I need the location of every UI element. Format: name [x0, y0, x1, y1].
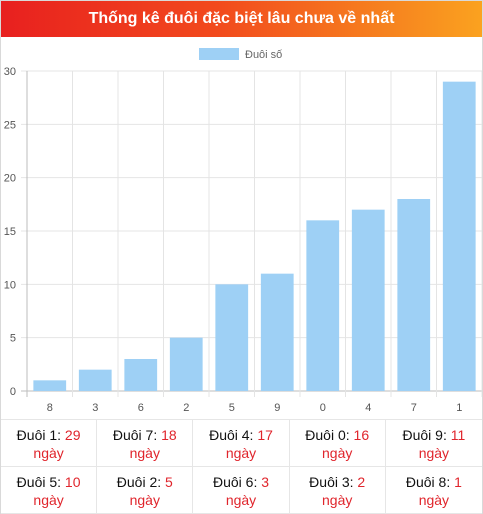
x-tick-label: 7: [411, 402, 417, 414]
stat-label: Đuôi 0:: [305, 427, 350, 443]
stat-label: Đuôi 3:: [309, 474, 354, 490]
stat-label: Đuôi 6:: [212, 474, 258, 490]
x-tick-label: 6: [138, 402, 144, 414]
x-tick-label: 3: [92, 402, 98, 414]
y-tick-label: 0: [10, 386, 16, 398]
y-tick-label: 10: [4, 279, 16, 291]
bar-0: [306, 220, 340, 391]
stat-cell: Đuôi 6: 3 ngày: [193, 467, 290, 514]
legend-label: Đuôi số: [245, 49, 282, 61]
stat-cell: Đuôi 9: 11 ngày: [385, 420, 482, 467]
stat-cell: Đuôi 0: 16 ngày: [289, 420, 386, 467]
x-tick-label: 2: [183, 402, 189, 414]
stat-unit: ngày: [225, 492, 257, 508]
stat-unit: ngày: [418, 445, 450, 461]
stat-value: 11: [450, 427, 466, 443]
stat-unit: ngày: [225, 445, 257, 461]
stat-cell: Đuôi 8: 1 ngày: [385, 467, 482, 514]
stat-value: 16: [353, 427, 370, 443]
bar-4: [351, 209, 385, 391]
stat-value: 29: [64, 427, 81, 443]
x-tick-label: 9: [274, 402, 280, 414]
stat-cell: Đuôi 3: 2 ngày: [289, 467, 386, 514]
y-tick-label: 25: [4, 119, 16, 131]
stat-cell: Đuôi 1: 29 ngày: [1, 420, 98, 467]
stat-label: Đuôi 5:: [16, 474, 62, 490]
chart-legend[interactable]: Đuôi số: [199, 48, 282, 61]
legend-swatch: [199, 48, 239, 60]
bar-8: [33, 380, 67, 391]
stat-value: 5: [165, 474, 173, 490]
x-tick-label: 1: [456, 402, 462, 414]
stat-label: Đuôi 2:: [116, 474, 162, 490]
y-axis-ticks: 0 5 10 15 20 25 30: [4, 66, 16, 398]
stat-cell: Đuôi 4: 17 ngày: [193, 420, 290, 467]
chart-bars: [33, 81, 476, 391]
stat-unit: ngày: [33, 445, 64, 461]
stat-value: 18: [161, 427, 177, 443]
x-tick-label: 8: [47, 402, 53, 414]
page-title: Thống kê đuôi đặc biệt lâu chưa về nhất: [1, 1, 482, 37]
stat-unit: ngày: [322, 492, 353, 508]
stat-value: 17: [257, 427, 273, 443]
x-axis-ticks: 8 3 6 2 5 9 0 4 7 1: [47, 402, 463, 414]
stat-label: Đuôi 1:: [16, 427, 62, 443]
bar-5: [215, 284, 249, 391]
bar-3: [78, 369, 112, 391]
x-tick-label: 0: [320, 402, 326, 414]
stat-cell: Đuôi 5: 10 ngày: [1, 467, 98, 514]
stat-label: Đuôi 7:: [112, 427, 158, 443]
bar-1: [442, 81, 476, 391]
bar-9: [260, 273, 294, 391]
stats-grid: Đuôi 1: 29 ngày Đuôi 7: 18 ngày Đuôi 4: 17…: [1, 419, 482, 514]
stat-cell: Đuôi 2: 5 ngày: [97, 467, 194, 514]
x-tick-label: 5: [229, 402, 235, 414]
y-tick-label: 30: [4, 66, 16, 78]
stat-label: Đuôi 9:: [402, 427, 447, 443]
bar-7: [397, 199, 431, 391]
stat-unit: ngày: [129, 445, 160, 461]
stat-value: 3: [261, 474, 270, 490]
bar-2: [169, 337, 203, 391]
y-tick-label: 15: [4, 226, 16, 238]
stat-value: 2: [357, 474, 366, 490]
bar-6: [124, 359, 158, 391]
stat-unit: ngày: [129, 492, 160, 508]
stat-unit: ngày: [33, 492, 64, 508]
stat-label: Đuôi 4:: [209, 427, 254, 443]
stat-unit: ngày: [322, 445, 353, 461]
x-tick-label: 4: [365, 402, 371, 414]
stat-value: 10: [64, 474, 81, 490]
stat-unit: ngày: [418, 492, 450, 508]
stat-value: 1: [454, 474, 462, 490]
y-tick-label: 20: [4, 173, 16, 185]
chart-grid: [21, 70, 482, 397]
stat-cell: Đuôi 7: 18 ngày: [97, 420, 194, 467]
stat-label: Đuôi 8:: [405, 474, 451, 490]
y-tick-label: 5: [10, 333, 16, 345]
